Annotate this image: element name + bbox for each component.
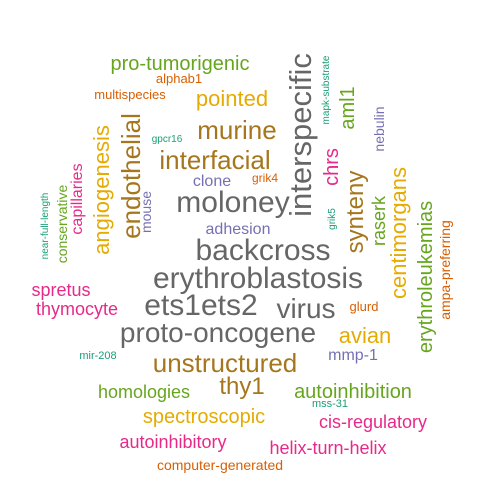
word-chrs: chrs: [321, 148, 343, 186]
word-interfacial: interfacial: [159, 145, 270, 175]
word-pro-tumorigenic: pro-tumorigenic: [111, 53, 250, 75]
word-capillaries: capillaries: [69, 163, 86, 234]
word-erythroleukemias: erythroleukemias: [415, 201, 437, 353]
word-computer-generated: computer-generated: [157, 457, 283, 473]
word-helix-turn-helix: helix-turn-helix: [269, 438, 386, 458]
word-near-full-length: near-full-length: [40, 193, 51, 260]
word-raserk: raserk: [369, 195, 389, 246]
word-mouse: mouse: [138, 191, 154, 233]
word-pointed: pointed: [196, 86, 268, 111]
word-synteny: synteny: [342, 171, 369, 254]
word-mir-208: mir-208: [79, 350, 116, 362]
word-autoinhibition: autoinhibition: [294, 381, 412, 403]
word-alphab1: alphab1: [156, 71, 202, 86]
word-nebulin: nebulin: [371, 106, 387, 151]
word-homologies: homologies: [98, 382, 190, 402]
word-erythroblastosis: erythroblastosis: [153, 262, 363, 295]
word-glurd: glurd: [350, 299, 379, 314]
word-moloney: moloney: [176, 186, 289, 219]
word-endothelial: endothelial: [116, 113, 146, 239]
word-aml1: aml1: [337, 86, 359, 129]
word-thymocyte: thymocyte: [36, 299, 118, 319]
word-autoinhibitory: autoinhibitory: [119, 432, 226, 452]
word-multispecies: multispecies: [94, 87, 166, 102]
word-ets1ets2: ets1ets2: [144, 289, 257, 322]
word-mapk-substrate: mapk-substrate: [321, 55, 332, 124]
word-murine: murine: [197, 115, 276, 145]
word-gpcr16: gpcr16: [152, 134, 183, 145]
word-grik4: grik4: [252, 171, 278, 185]
word-centimorgans: centimorgans: [386, 167, 411, 299]
word-cis-regulatory: cis-regulatory: [319, 412, 427, 432]
word-clone: clone: [193, 173, 231, 190]
word-virus: virus: [276, 293, 335, 324]
word-avian: avian: [339, 323, 392, 348]
word-mmp-1: mmp-1: [328, 347, 378, 364]
word-thy1: thy1: [219, 373, 264, 400]
word-spectroscopic: spectroscopic: [143, 406, 265, 428]
word-proto-oncogene: proto-oncogene: [120, 317, 316, 348]
word-unstructured: unstructured: [153, 348, 298, 378]
word-conservative: conservative: [54, 184, 70, 263]
word-grik5: grik5: [327, 208, 338, 230]
word-mss-31: mss-31: [312, 398, 348, 410]
word-spretus: spretus: [31, 280, 90, 300]
word-ampa-preferring: ampa-preferring: [437, 220, 453, 320]
word-interspecific: interspecific: [283, 53, 318, 217]
word-angiogenesis: angiogenesis: [89, 125, 114, 255]
word-backcross: backcross: [195, 234, 330, 267]
word-adhesion: adhesion: [206, 221, 271, 238]
